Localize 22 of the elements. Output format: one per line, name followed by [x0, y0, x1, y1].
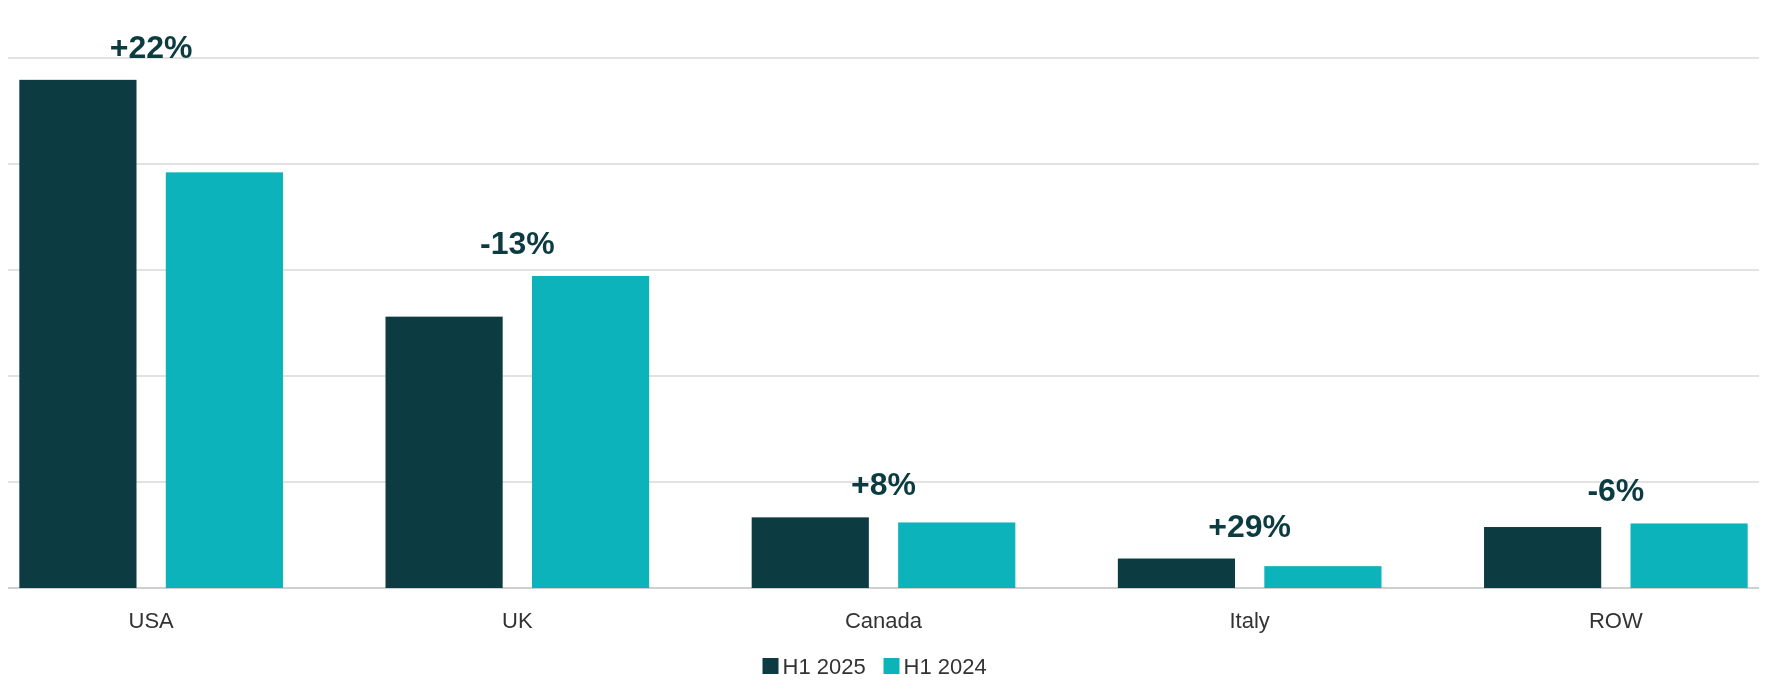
bar	[531, 276, 650, 588]
text: +22%	[109, 28, 193, 65]
legend-label: H1 2024	[903, 654, 987, 679]
bar	[165, 172, 283, 588]
bar	[1264, 566, 1382, 588]
bar	[898, 522, 1016, 588]
x-tick-label: USA	[128, 608, 175, 633]
bar	[19, 79, 137, 588]
annotation: -6%	[1587, 472, 1645, 509]
bar	[751, 517, 869, 588]
x-tick-label: UK	[502, 608, 533, 633]
annotation: -13%	[479, 225, 555, 261]
bar	[1484, 527, 1602, 588]
annotation: +29%	[1208, 507, 1292, 544]
bar	[385, 316, 503, 588]
x-tick-label: Italy	[1229, 608, 1270, 633]
x-tick-label: Canada	[844, 608, 923, 633]
x-tick-label: ROW	[1588, 608, 1643, 633]
bar	[1630, 523, 1748, 588]
legend-label: H1 2025	[782, 654, 866, 679]
annotation: +8%	[851, 466, 916, 503]
bar	[1117, 558, 1236, 588]
